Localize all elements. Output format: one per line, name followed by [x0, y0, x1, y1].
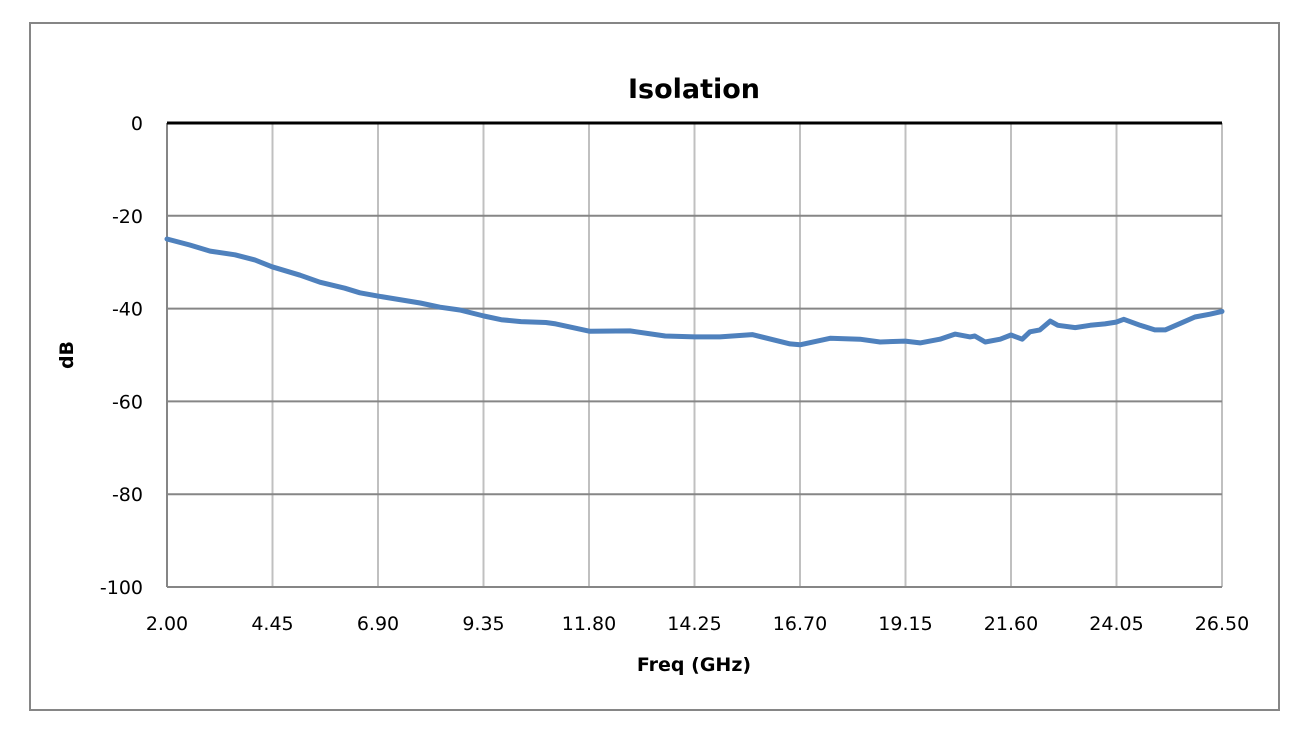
y-tick-label: -60 — [112, 391, 143, 413]
chart-title: Isolation — [628, 74, 760, 105]
x-axis-title: Freq (GHz) — [637, 654, 751, 676]
x-tick-label: 9.35 — [462, 613, 504, 635]
x-tick-label: 26.50 — [1195, 613, 1249, 635]
x-tick-label: 11.80 — [562, 613, 616, 635]
y-axis-tick-labels: 0 -20 -40 -60 -80 -100 — [100, 113, 143, 599]
x-tick-label: 16.70 — [773, 613, 827, 635]
y-axis-title: dB — [56, 341, 78, 369]
isolation-series-line — [164, 236, 1225, 348]
x-tick-label: 14.25 — [667, 613, 721, 635]
grid-lines — [166, 121, 1223, 588]
x-tick-label: 24.05 — [1089, 613, 1143, 635]
y-tick-label: -20 — [112, 206, 143, 228]
x-tick-label: 2.00 — [146, 613, 188, 635]
x-tick-label: 19.15 — [878, 613, 932, 635]
x-axis-tick-labels: 2.00 4.45 6.90 9.35 11.80 14.25 16.70 19.15 21.6… — [146, 613, 1249, 635]
x-tick-label: 6.90 — [357, 613, 399, 635]
y-tick-label: -100 — [100, 577, 143, 599]
y-tick-label: -80 — [112, 484, 143, 506]
y-tick-label: 0 — [131, 113, 143, 135]
chart-frame — [29, 22, 1280, 711]
x-tick-label: 21.60 — [984, 613, 1038, 635]
x-tick-label: 4.45 — [251, 613, 293, 635]
y-tick-label: -40 — [112, 299, 143, 321]
